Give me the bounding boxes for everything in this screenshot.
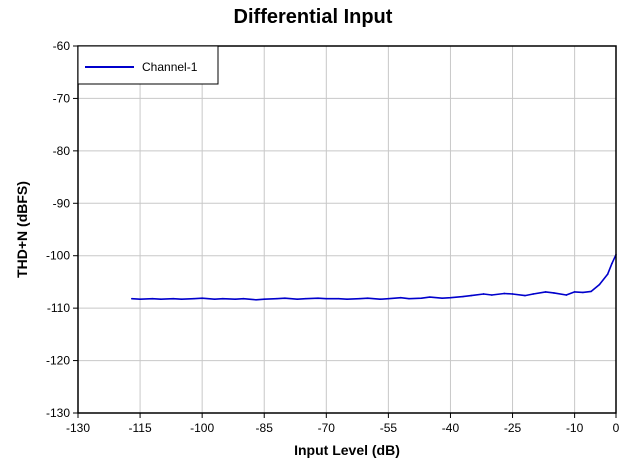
data-point <box>275 297 278 300</box>
y-tick-label: -100 <box>46 249 70 263</box>
data-point <box>255 298 257 301</box>
x-tick-label: -85 <box>256 421 274 435</box>
data-point <box>611 262 613 265</box>
x-tick-label: -40 <box>442 421 460 435</box>
data-point <box>325 297 328 300</box>
grid-lines <box>77 45 617 414</box>
data-point <box>524 294 526 297</box>
data-point <box>449 296 452 299</box>
x-axis-label: Input Level (dB) <box>294 442 400 458</box>
data-point <box>151 297 154 300</box>
data-point <box>242 297 245 300</box>
data-point <box>366 297 369 299</box>
x-tick-label: -100 <box>190 421 214 435</box>
data-point <box>598 283 601 286</box>
data-point <box>420 297 423 299</box>
y-axis-ticks: -60 -70 -80 -90 -100 -110 -120 -130 <box>46 39 78 420</box>
data-point <box>532 293 535 295</box>
plot-frame <box>77 45 617 414</box>
x-tick-label: -25 <box>504 421 522 435</box>
x-tick-label: -115 <box>129 421 152 435</box>
x-tick-label: -70 <box>318 421 336 435</box>
y-tick-label: -90 <box>53 196 71 210</box>
x-tick-label: -130 <box>66 421 90 435</box>
data-point <box>573 291 576 293</box>
data-point <box>553 292 555 294</box>
data-point <box>565 294 568 296</box>
data-point <box>400 296 402 299</box>
data-point <box>379 298 381 301</box>
data-point <box>428 296 431 298</box>
y-tick-label: -110 <box>47 301 70 315</box>
data-point <box>358 297 361 300</box>
data-point <box>503 292 506 295</box>
series-line-channel-1 <box>131 254 617 301</box>
data-point <box>180 298 183 301</box>
x-axis-ticks: -130 -115 -100 -85 -70 -55 -40 -25 -10 0 <box>66 413 620 435</box>
data-point <box>193 297 195 300</box>
data-point <box>131 297 133 300</box>
y-tick-label: -80 <box>53 144 71 158</box>
data-point <box>470 294 472 297</box>
data-point <box>491 294 493 296</box>
x-tick-label: -55 <box>380 421 398 435</box>
data-point <box>284 297 286 299</box>
series-group <box>131 253 617 301</box>
data-point <box>346 298 348 301</box>
legend: Channel-1 <box>77 45 219 85</box>
data-point <box>172 297 174 300</box>
data-point <box>201 297 203 299</box>
data-point <box>222 297 224 300</box>
data-point <box>482 293 485 295</box>
data-point <box>304 297 307 300</box>
data-point <box>408 297 410 300</box>
data-point <box>139 298 141 301</box>
data-point <box>159 298 162 301</box>
data-point <box>337 297 340 300</box>
data-point <box>544 291 547 293</box>
data-point <box>387 297 390 300</box>
data-point <box>296 298 299 301</box>
data-point <box>511 293 514 295</box>
data-point <box>582 291 584 294</box>
data-point <box>213 298 216 301</box>
legend-label-channel-1: Channel-1 <box>142 60 198 74</box>
y-axis-label: THD+N (dBFS) <box>14 181 30 278</box>
y-tick-label: -130 <box>46 406 70 420</box>
data-point <box>441 297 443 299</box>
y-tick-label: -60 <box>53 39 71 53</box>
data-point <box>606 273 609 275</box>
x-tick-label: -10 <box>566 421 584 435</box>
y-tick-label: -120 <box>46 354 70 368</box>
x-tick-label: 0 <box>613 421 620 435</box>
legend-box <box>77 45 219 85</box>
data-point <box>317 297 319 299</box>
data-point <box>462 295 464 298</box>
data-point <box>590 290 592 293</box>
data-point <box>234 298 237 301</box>
y-tick-label: -70 <box>53 91 71 105</box>
chart-title: Differential Input <box>233 6 393 28</box>
data-point <box>263 298 266 301</box>
